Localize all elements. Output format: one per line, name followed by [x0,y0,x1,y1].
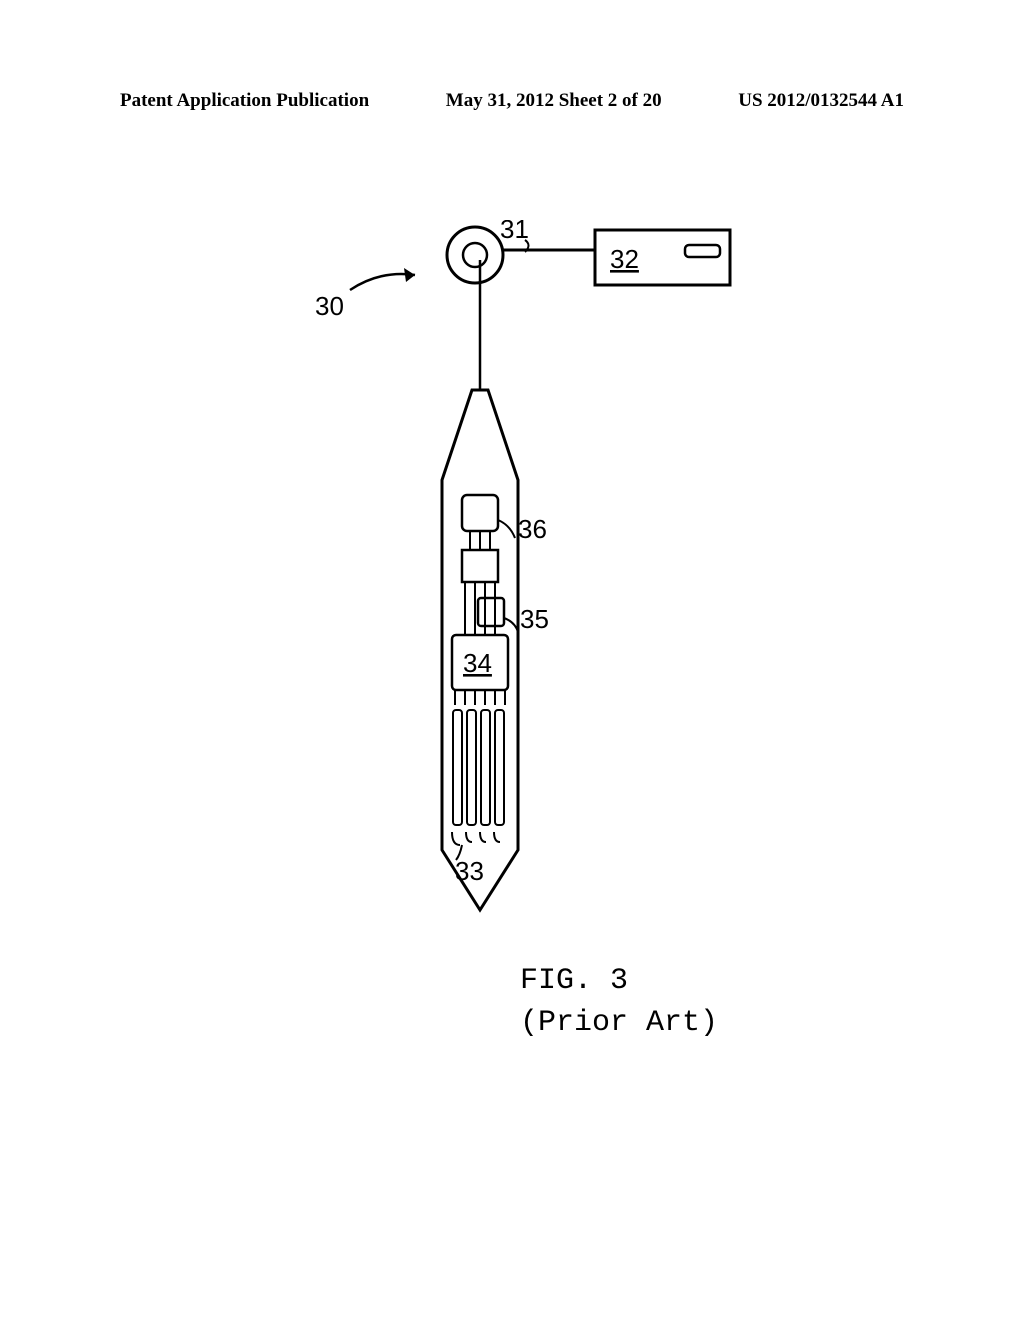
ref-33: 33 [455,856,484,886]
header-date-sheet: May 31, 2012 Sheet 2 of 20 [446,90,662,112]
ref-31: 31 [500,220,529,244]
header-pub-number: US 2012/0132544 A1 [738,90,904,112]
caption-fig-number: FIG. 3 [520,960,718,1002]
header-publication: Patent Application Publication [120,90,369,112]
figure-caption: FIG. 3 (Prior Art) [520,960,718,1044]
page-header: Patent Application Publication May 31, 2… [0,90,1024,112]
patent-drawing: 31 32 30 36 35 34 [300,220,800,920]
ref-32: 32 [610,244,639,274]
ref-34: 34 [463,648,492,678]
ref-30: 30 [315,291,344,321]
figure-3: 31 32 30 36 35 34 [300,220,800,920]
ref-36: 36 [518,514,547,544]
caption-prior-art: (Prior Art) [520,1002,718,1044]
ref-35: 35 [520,604,549,634]
